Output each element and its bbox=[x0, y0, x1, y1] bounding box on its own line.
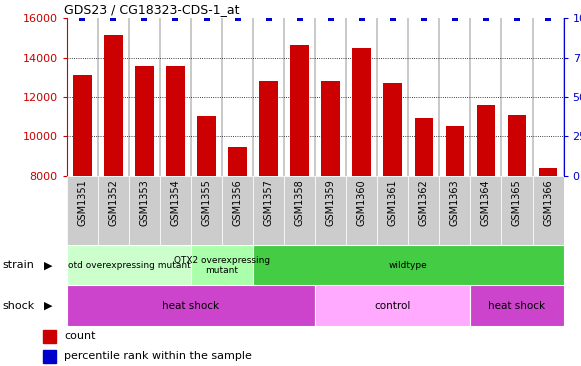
Bar bbox=[73, 75, 92, 176]
Bar bbox=[321, 81, 340, 176]
Text: GSM1361: GSM1361 bbox=[388, 179, 398, 226]
Bar bbox=[315, 285, 471, 326]
Bar bbox=[43, 350, 56, 363]
Text: GSM1360: GSM1360 bbox=[357, 179, 367, 226]
Text: percentile rank within the sample: percentile rank within the sample bbox=[64, 351, 252, 361]
Text: GSM1358: GSM1358 bbox=[295, 179, 304, 226]
Text: GSM1357: GSM1357 bbox=[264, 179, 274, 226]
Bar bbox=[67, 245, 191, 285]
Text: OTX2 overexpressing
mutant: OTX2 overexpressing mutant bbox=[174, 255, 270, 275]
Bar bbox=[439, 176, 471, 245]
Bar bbox=[67, 176, 98, 245]
Bar bbox=[191, 176, 222, 245]
Bar bbox=[471, 176, 501, 245]
Text: otd overexpressing mutant: otd overexpressing mutant bbox=[67, 261, 191, 270]
Text: heat shock: heat shock bbox=[163, 300, 220, 311]
Text: heat shock: heat shock bbox=[489, 300, 546, 311]
Bar bbox=[197, 116, 216, 176]
Bar bbox=[476, 105, 495, 176]
Bar bbox=[408, 176, 439, 245]
Bar bbox=[284, 176, 315, 245]
Bar bbox=[43, 330, 56, 343]
Bar bbox=[166, 67, 185, 176]
Text: GSM1356: GSM1356 bbox=[232, 179, 243, 226]
Bar bbox=[446, 127, 464, 176]
Text: GSM1352: GSM1352 bbox=[109, 179, 119, 226]
Text: wildtype: wildtype bbox=[389, 261, 428, 270]
Text: GSM1364: GSM1364 bbox=[481, 179, 491, 226]
Bar bbox=[539, 168, 557, 176]
Bar bbox=[98, 176, 129, 245]
Bar bbox=[415, 117, 433, 176]
Bar bbox=[222, 176, 253, 245]
Bar bbox=[346, 176, 377, 245]
Text: GSM1359: GSM1359 bbox=[326, 179, 336, 226]
Text: count: count bbox=[64, 331, 95, 341]
Bar bbox=[501, 176, 533, 245]
Text: GSM1366: GSM1366 bbox=[543, 179, 553, 226]
Bar bbox=[377, 176, 408, 245]
Bar bbox=[160, 176, 191, 245]
Bar bbox=[508, 115, 526, 176]
Text: shock: shock bbox=[3, 300, 35, 311]
Text: GSM1355: GSM1355 bbox=[202, 179, 211, 226]
Text: GSM1365: GSM1365 bbox=[512, 179, 522, 226]
Bar bbox=[290, 45, 309, 176]
Bar bbox=[228, 147, 247, 176]
Text: GDS23 / CG18323-CDS-1_at: GDS23 / CG18323-CDS-1_at bbox=[64, 3, 240, 16]
Bar bbox=[135, 67, 154, 176]
Bar bbox=[315, 176, 346, 245]
Bar bbox=[383, 83, 402, 176]
Bar bbox=[471, 285, 564, 326]
Text: GSM1353: GSM1353 bbox=[139, 179, 149, 226]
Bar bbox=[253, 245, 564, 285]
Text: GSM1363: GSM1363 bbox=[450, 179, 460, 226]
Text: control: control bbox=[375, 300, 411, 311]
Bar bbox=[67, 285, 315, 326]
Bar bbox=[353, 48, 371, 176]
Text: ▶: ▶ bbox=[44, 300, 52, 311]
Text: GSM1354: GSM1354 bbox=[170, 179, 181, 226]
Bar bbox=[104, 35, 123, 176]
Bar bbox=[259, 81, 278, 176]
Bar bbox=[191, 245, 253, 285]
Text: GSM1351: GSM1351 bbox=[77, 179, 87, 226]
Bar bbox=[533, 176, 564, 245]
Text: GSM1362: GSM1362 bbox=[419, 179, 429, 226]
Text: ▶: ▶ bbox=[44, 260, 52, 270]
Bar bbox=[253, 176, 284, 245]
Bar bbox=[129, 176, 160, 245]
Text: strain: strain bbox=[3, 260, 35, 270]
